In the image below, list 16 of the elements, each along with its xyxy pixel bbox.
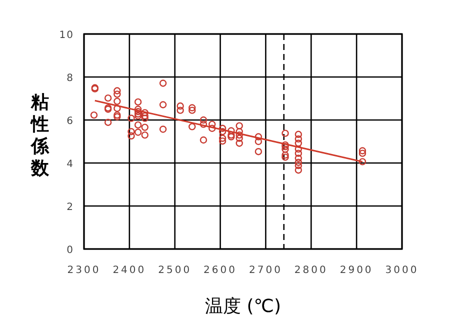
x-tick-label: 3000 (385, 265, 419, 276)
x-tick-label: 2900 (340, 265, 374, 276)
x-tick-label: 2300 (67, 265, 101, 276)
y-axis-title: 粘性係数 (30, 92, 50, 179)
y-tick-label: 8 (66, 73, 74, 84)
y-tick-label: 6 (66, 116, 74, 127)
x-tick-label: 2800 (294, 265, 328, 276)
x-tick-label: 2500 (158, 265, 192, 276)
x-axis-title: 温度 (℃) (205, 296, 281, 317)
y-tick-label: 4 (66, 159, 74, 170)
x-tick-label: 2600 (204, 265, 238, 276)
x-tick-label: 2700 (248, 265, 282, 276)
y-tick-label: 10 (59, 30, 74, 41)
y-tick-label: 0 (66, 245, 74, 256)
y-tick-label: 2 (66, 202, 74, 213)
x-tick-label: 2400 (112, 265, 146, 276)
